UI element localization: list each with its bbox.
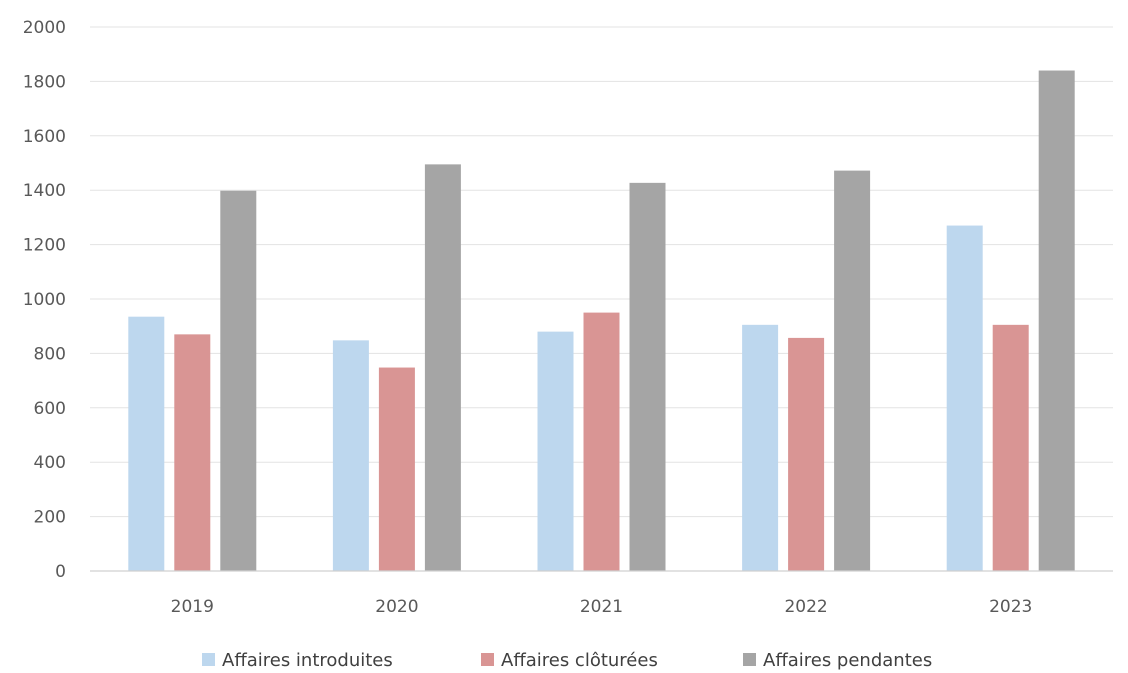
legend-item: Affaires pendantes [743, 650, 932, 671]
legend-swatch [202, 653, 215, 666]
bar-2021-3 [629, 182, 666, 571]
legend-label: Affaires clôturées [501, 650, 658, 671]
x-tick-label: 2021 [580, 597, 623, 617]
bar-2020-2 [378, 367, 415, 571]
y-tick-label: 1400 [23, 181, 66, 201]
bar-2020-3 [424, 164, 461, 572]
bar-2023-1 [946, 225, 983, 571]
legend-swatch [481, 653, 494, 666]
x-tick-label: 2019 [171, 597, 214, 617]
bar-2019-1 [128, 316, 165, 571]
y-tick-label: 1200 [23, 236, 66, 256]
y-tick-label: 800 [34, 344, 66, 364]
bar-2023-2 [992, 324, 1029, 571]
legend-label: Affaires pendantes [763, 650, 932, 671]
y-tick-label: 200 [34, 508, 66, 528]
y-tick-label: 2000 [23, 18, 66, 38]
y-tick-label: 1000 [23, 290, 66, 310]
y-axis-ticks: 0 200 400 600 800 1000 1200 1400 1600 1800 2000 [23, 18, 66, 582]
y-tick-label: 600 [34, 399, 66, 419]
legend-item: Affaires introduites [202, 650, 393, 671]
y-tick-label: 0 [55, 562, 66, 582]
bar-2020-1 [332, 340, 369, 571]
gridlines [90, 26, 1113, 518]
x-axis-ticks: 2019 2020 2021 2022 2023 [171, 597, 1033, 617]
legend-label: Affaires introduites [222, 650, 393, 671]
y-tick-label: 1800 [23, 72, 66, 92]
bar-2019-2 [174, 334, 211, 571]
legend-item: Affaires clôturées [481, 650, 658, 671]
y-tick-label: 1600 [23, 127, 66, 147]
legend: Affaires introduites Affaires clôturées Af… [202, 650, 932, 671]
bar-2022-3 [834, 170, 871, 571]
x-tick-label: 2022 [784, 597, 827, 617]
bars [128, 70, 1075, 572]
y-tick-label: 400 [34, 453, 66, 473]
bar-2022-2 [788, 337, 825, 571]
legend-swatch [743, 653, 756, 666]
bar-2021-2 [583, 312, 620, 571]
bar-2023-3 [1038, 70, 1075, 572]
x-tick-label: 2023 [989, 597, 1032, 617]
x-tick-label: 2020 [375, 597, 418, 617]
bar-2021-1 [537, 331, 574, 571]
bar-2019-3 [220, 190, 257, 571]
bar-2022-1 [742, 324, 779, 571]
